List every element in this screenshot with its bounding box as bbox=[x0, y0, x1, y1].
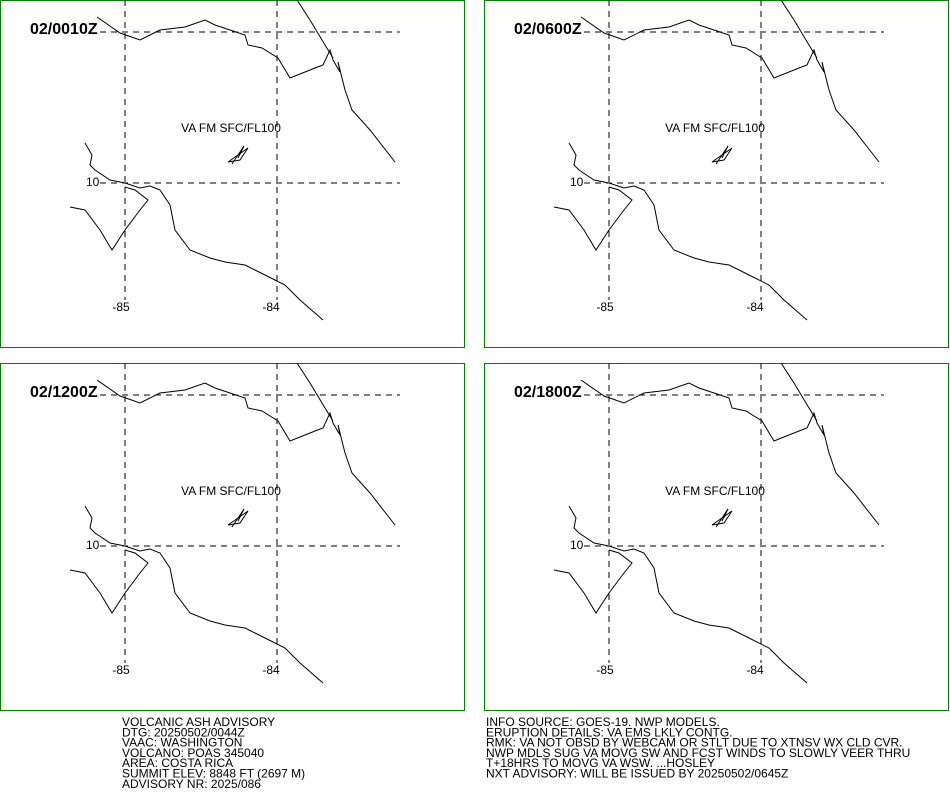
lon-label: -84 bbox=[262, 663, 280, 677]
lon-label: -84 bbox=[746, 663, 764, 677]
advisory-line: RMK: VA NOT OBSD BY WEBCAM OR STLT DUE T… bbox=[486, 736, 903, 750]
map-panel: 02/0010Z VA FM SFC/FL100 10 -85 -84 bbox=[0, 0, 465, 348]
map-panel: 02/1800Z VA FM SFC/FL100 10 -85 -84 bbox=[484, 362, 949, 711]
advisory-line: ADVISORY NR: 2025/086 bbox=[122, 777, 261, 791]
advisory-line: NXT ADVISORY: WILL BE ISSUED BY 20250502… bbox=[486, 767, 788, 781]
advisory-line: VOLCANIC ASH ADVISORY bbox=[122, 715, 275, 729]
advisory-line: T+18HRS TO MOVG VA WSW. ...HOSLEY bbox=[486, 756, 715, 770]
lon-label: -85 bbox=[596, 300, 614, 314]
lat-label: 10 bbox=[570, 538, 584, 552]
layer-label: VA FM SFC/FL100 bbox=[665, 484, 765, 498]
panel-border bbox=[484, 0, 949, 348]
lat-label: 10 bbox=[86, 538, 100, 552]
advisory-line: NWP MDLS SUG VA MOVG SW AND FCST WINDS T… bbox=[486, 746, 910, 760]
map-base bbox=[553, 0, 885, 321]
advisory-line: INFO SOURCE: GOES-19. NWP MODELS. bbox=[486, 715, 720, 729]
panel-border bbox=[0, 0, 465, 348]
lon-label: -85 bbox=[112, 300, 130, 314]
layer-label: VA FM SFC/FL100 bbox=[181, 484, 281, 498]
advisory-line: VAAC: WASHINGTON bbox=[122, 736, 242, 750]
advisory-line: AREA: COSTA RICA bbox=[122, 756, 233, 770]
lon-label: -85 bbox=[112, 663, 130, 677]
layer-label: VA FM SFC/FL100 bbox=[665, 121, 765, 135]
lat-label: 10 bbox=[570, 175, 584, 189]
lon-label: -84 bbox=[262, 300, 280, 314]
advisory-line: DTG: 20250502/0044Z bbox=[122, 725, 245, 739]
lon-label: -85 bbox=[596, 663, 614, 677]
advisory-right: INFO SOURCE: GOES-19. NWP MODELS.ERUPTIO… bbox=[486, 715, 910, 781]
map-base bbox=[69, 0, 401, 321]
map-base bbox=[69, 362, 401, 684]
map-base bbox=[553, 362, 885, 684]
lat-label: 10 bbox=[86, 175, 100, 189]
panel-border bbox=[484, 363, 949, 711]
lon-label: -84 bbox=[746, 300, 764, 314]
panel-time: 02/1200Z bbox=[30, 384, 98, 401]
panel-time: 02/0010Z bbox=[30, 21, 98, 38]
advisory-line: SUMMIT ELEV: 8848 FT (2697 M) bbox=[122, 767, 305, 781]
map-panel: 02/0600Z VA FM SFC/FL100 10 -85 -84 bbox=[484, 0, 949, 348]
advisory-line: VOLCANO: POAS 345040 bbox=[122, 746, 264, 760]
panels: 02/0010Z VA FM SFC/FL100 10 -85 -84 02/0600Z V… bbox=[0, 0, 949, 711]
panel-time: 02/1800Z bbox=[514, 384, 582, 401]
map-panel: 02/1200Z VA FM SFC/FL100 10 -85 -84 bbox=[0, 362, 465, 711]
panel-time: 02/0600Z bbox=[514, 21, 582, 38]
layer-label: VA FM SFC/FL100 bbox=[181, 121, 281, 135]
advisory-line: ERUPTION DETAILS: VA EMS LKLY CONTG. bbox=[486, 725, 733, 739]
panel-border bbox=[0, 363, 465, 711]
